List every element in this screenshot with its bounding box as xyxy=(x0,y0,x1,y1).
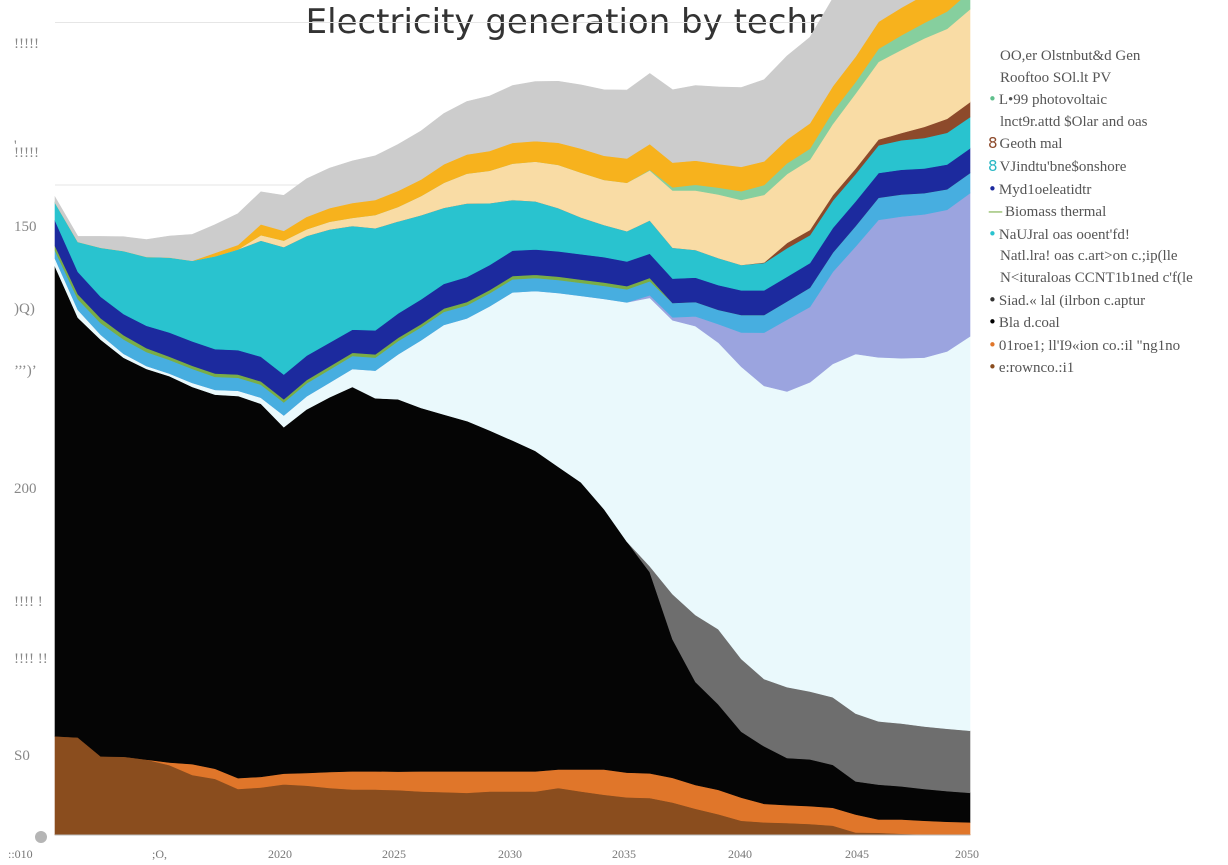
axes xyxy=(35,831,970,843)
legend-label: Biomass thermal xyxy=(1005,204,1107,221)
legend-label: lnct9r.attd $Olar and oas xyxy=(1000,113,1148,130)
y-tick-label: 200 xyxy=(14,481,37,497)
legend-item: • Myd1oeleatidtr xyxy=(988,179,1224,202)
legend-label: Geoth mal xyxy=(999,136,1063,153)
legend-label: L•99 photovoltaic xyxy=(998,92,1108,109)
x-tick-labels: ::010 ;O, 2020 2025 2030 2035 2040 2045 2050 xyxy=(8,847,979,861)
legend-label: OO,er Olstnbut&d Gen xyxy=(1000,48,1141,64)
legend-marker: • xyxy=(988,224,997,243)
legend-marker: • xyxy=(988,290,997,309)
legend-item: • 01roe1; ll'I9«ion co.:il "ng1no xyxy=(988,335,1224,358)
legend-item: • e:rownco.:i1 xyxy=(988,357,1224,380)
y-tick-label: !!!!! xyxy=(14,145,39,161)
y-tick-label: ' xyxy=(14,138,17,154)
legend-label: VJindtu'bne$onshore xyxy=(999,158,1127,175)
legend-item: Natl.lra! oas c.art>on c.;ip(lle xyxy=(988,246,1224,268)
legend-item: N<ituraloas CCNT1b1ned c'f(le xyxy=(988,268,1224,290)
legend-item: lnct9r.attd $Olar and oas xyxy=(988,112,1224,134)
x-tick-label: 2025 xyxy=(382,847,406,861)
y-tick-label: !!!!! xyxy=(14,36,39,52)
legend-item: 8 Geoth mal xyxy=(988,133,1224,156)
legend-marker: • xyxy=(988,90,997,109)
y-tick-label: ’’’)’ xyxy=(14,363,37,379)
legend-marker: 8 xyxy=(988,134,998,153)
x-tick-label: 2020 xyxy=(268,847,292,861)
legend-item: • L•99 photovoltaic xyxy=(988,89,1224,112)
y-tick-label: )Q) xyxy=(14,301,35,317)
origin-dot xyxy=(35,831,47,843)
y-tick-labels: S0!!!! !!!!!! !200’’’)’)Q)150!!!!!'!!!!! xyxy=(14,36,48,764)
legend-marker: • xyxy=(988,335,997,354)
y-tick-label: !!!! !! xyxy=(14,651,48,667)
legend-marker: — xyxy=(988,202,1003,221)
x-tick-label: 2050 xyxy=(955,847,979,861)
legend-marker: • xyxy=(988,358,997,377)
x-tick-label: 2040 xyxy=(728,847,752,861)
x-tick-label: 2035 xyxy=(612,847,636,861)
area-series xyxy=(54,0,971,836)
legend-label: Siad.« lal (ilrbon c.aptur xyxy=(998,292,1146,309)
y-tick-label: 150 xyxy=(14,219,37,235)
legend-item: • Bla d.coal xyxy=(988,312,1224,335)
legend-marker: 8 xyxy=(988,156,998,175)
x-tick-label: 2030 xyxy=(498,847,522,861)
legend-label: NaUJral oas ooent'fd! xyxy=(998,226,1130,243)
legend-item: • NaUJral oas ooent'fd! xyxy=(988,224,1224,247)
legend-item: Rooftoo SOl.lt PV xyxy=(988,68,1224,90)
y-tick-label: S0 xyxy=(14,748,30,764)
legend-item: OO,er Olstnbut&d Gen xyxy=(988,46,1224,68)
legend: OO,er Olstnbut&d Gen Rooftoo SOl.lt PV • L•… xyxy=(988,46,1224,380)
legend-marker: • xyxy=(988,313,997,332)
legend-label: N<ituraloas CCNT1b1ned c'f(le xyxy=(1000,269,1193,286)
x-tick-label: 2045 xyxy=(845,847,869,861)
x-tick-label: ;O, xyxy=(152,847,167,861)
legend-label: Bla d.coal xyxy=(998,315,1060,332)
legend-label: e:rownco.:i1 xyxy=(998,360,1075,377)
legend-item: 8 VJindtu'bne$onshore xyxy=(988,156,1224,179)
legend-label: Myd1oeleatidtr xyxy=(998,181,1092,198)
legend-marker: • xyxy=(988,179,997,198)
x-tick-label: ::010 xyxy=(8,847,33,861)
legend-item: — Biomass thermal xyxy=(988,201,1224,224)
y-tick-label: !!!! ! xyxy=(14,594,43,610)
legend-label: Natl.lra! oas c.art>on c.;ip(lle xyxy=(1000,248,1178,265)
legend-label: 01roe1; ll'I9«ion co.:il "ng1no xyxy=(998,337,1181,354)
legend-item: • Siad.« lal (ilrbon c.aptur xyxy=(988,290,1224,313)
series-area-14 xyxy=(54,0,916,262)
legend-label: Rooftoo SOl.lt PV xyxy=(1000,69,1112,86)
